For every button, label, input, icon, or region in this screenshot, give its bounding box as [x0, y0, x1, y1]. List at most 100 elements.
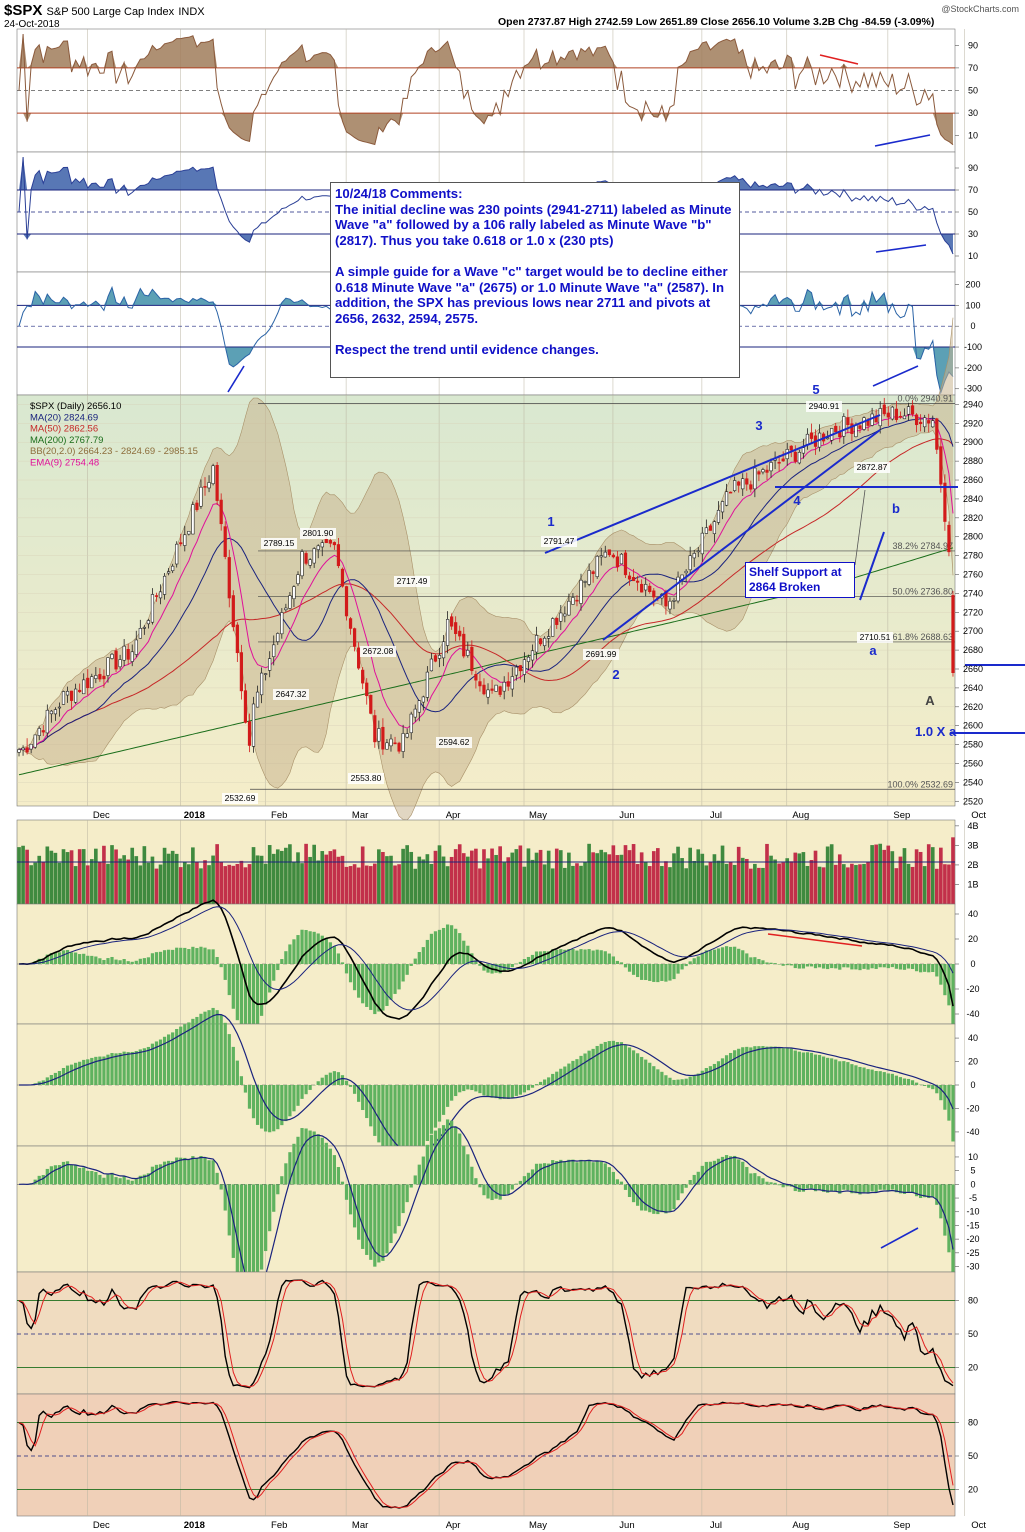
volume-bar	[712, 854, 717, 904]
price-candle	[615, 556, 620, 568]
macd3-histogram-bar	[947, 1184, 951, 1253]
macd2-histogram-bar	[243, 1085, 248, 1093]
sto10-tick-label: 20	[968, 1363, 978, 1373]
macd2-histogram-bar	[688, 1076, 692, 1085]
macd1-line	[18, 899, 954, 1020]
price-candle	[320, 542, 324, 548]
sto10-panel	[16, 1271, 956, 1395]
macd3-histogram-bar	[850, 1184, 854, 1194]
macd2-histogram-bar	[611, 1040, 615, 1085]
price-candle	[365, 682, 369, 697]
sto10-d-line	[18, 1279, 954, 1388]
volume-bar	[765, 843, 769, 904]
macd1-histogram-bar	[838, 964, 842, 970]
rsi5-tick-label: 90	[968, 40, 978, 50]
macd3-histogram-bar	[409, 1184, 413, 1188]
volume-bar	[409, 851, 414, 904]
cci-divergence-line	[872, 365, 919, 387]
volume-bar	[846, 867, 850, 904]
volume-bar	[494, 854, 498, 904]
macd2-histogram-bar	[268, 1085, 272, 1133]
price-label: 2553.80	[351, 773, 382, 783]
macd1-histogram-bar	[441, 927, 446, 964]
macd3-histogram-bar	[854, 1184, 858, 1194]
price-candle	[377, 728, 381, 742]
volume-bar	[894, 868, 899, 904]
macd3-histogram-bar	[179, 1157, 183, 1185]
macd1-histogram-bar	[247, 964, 252, 1048]
price-candle	[692, 553, 696, 559]
macd2-histogram-bar	[179, 1026, 183, 1085]
ma50-line	[18, 438, 954, 751]
macd2-histogram-bar	[502, 1085, 506, 1099]
price-candle	[312, 548, 316, 564]
macd3-histogram-bar	[951, 1184, 955, 1293]
macd2-histogram-bar	[555, 1071, 559, 1085]
volume-bar	[716, 860, 721, 904]
macd2-histogram-bar	[506, 1085, 510, 1099]
macd2-histogram-bar	[90, 1057, 94, 1085]
macd2-histogram-bar	[288, 1085, 292, 1117]
ohlc-summary: Open 2737.87 High 2742.59 Low 2651.89 Cl…	[498, 16, 935, 28]
macd3-histogram-bar	[268, 1184, 272, 1232]
macd3-histogram-bar	[894, 1184, 898, 1193]
macd2-histogram-bar	[935, 1085, 939, 1094]
cci-tick-label: 0	[970, 321, 975, 331]
macd3-histogram-bar	[324, 1142, 328, 1185]
volume-bar	[106, 863, 110, 904]
price-tick-label: 2920	[963, 418, 983, 428]
price-candle	[712, 521, 717, 535]
volume-bar	[158, 864, 163, 904]
volume-bar	[445, 866, 450, 904]
macd1-histogram-bar	[874, 964, 878, 969]
macd3-histogram-bar	[41, 1174, 45, 1185]
macd2-histogram-bar	[656, 1069, 660, 1085]
price-candle	[260, 672, 264, 696]
volume-bar	[235, 864, 240, 904]
macd2-histogram-bar	[37, 1081, 41, 1085]
wave-trendline	[602, 429, 881, 641]
macd1-histogram-bar	[898, 964, 903, 970]
macd3-histogram-bar	[935, 1184, 939, 1205]
price-candle	[82, 679, 86, 695]
macd2-histogram-bar	[720, 1058, 725, 1085]
volume-bar	[377, 849, 381, 904]
volume-bar	[623, 845, 628, 904]
price-candle	[902, 415, 907, 420]
macd2-histogram-bar	[821, 1056, 826, 1085]
price-candle	[567, 600, 571, 616]
macd2-histogram-bar	[522, 1085, 527, 1093]
price-label-bg	[360, 646, 396, 657]
macd1-histogram-bar	[166, 949, 171, 964]
fibonacci-label: 100.0% 2532.69	[887, 779, 953, 789]
volume-bar	[300, 863, 304, 904]
macd1-histogram-bar	[737, 948, 741, 964]
price-candle	[454, 622, 458, 635]
price-tick-label: 2780	[963, 551, 983, 561]
macd1-histogram-bar	[466, 945, 470, 964]
price-candle	[858, 425, 862, 429]
macd3-histogram-bar	[846, 1184, 850, 1191]
macd1-histogram-bar	[583, 949, 587, 964]
macd1-histogram-bar	[86, 955, 90, 964]
price-candle	[65, 690, 70, 696]
macd2-histogram-bar	[914, 1082, 919, 1085]
macd2-histogram-bar	[158, 1039, 163, 1085]
volume-bar	[886, 845, 891, 904]
volume-bar	[587, 843, 591, 904]
macd2-histogram-bar	[648, 1062, 652, 1085]
price-candle	[842, 416, 846, 437]
macd1-histogram-bar	[935, 964, 939, 977]
macd1-histogram-bar	[817, 964, 822, 968]
volume-bar	[316, 860, 321, 904]
macd3-histogram-bar	[890, 1184, 894, 1190]
price-candle	[158, 591, 163, 599]
macd2-histogram-bar	[272, 1085, 276, 1132]
macd3-histogram-bar	[676, 1184, 680, 1201]
price-candle	[316, 545, 320, 550]
volume-bar	[922, 866, 927, 904]
price-label: 2594.62	[439, 737, 470, 747]
cci-tick-label: 100	[965, 300, 980, 310]
macd3-histogram-bar	[623, 1184, 628, 1190]
price-label: 2672.08	[363, 646, 394, 656]
